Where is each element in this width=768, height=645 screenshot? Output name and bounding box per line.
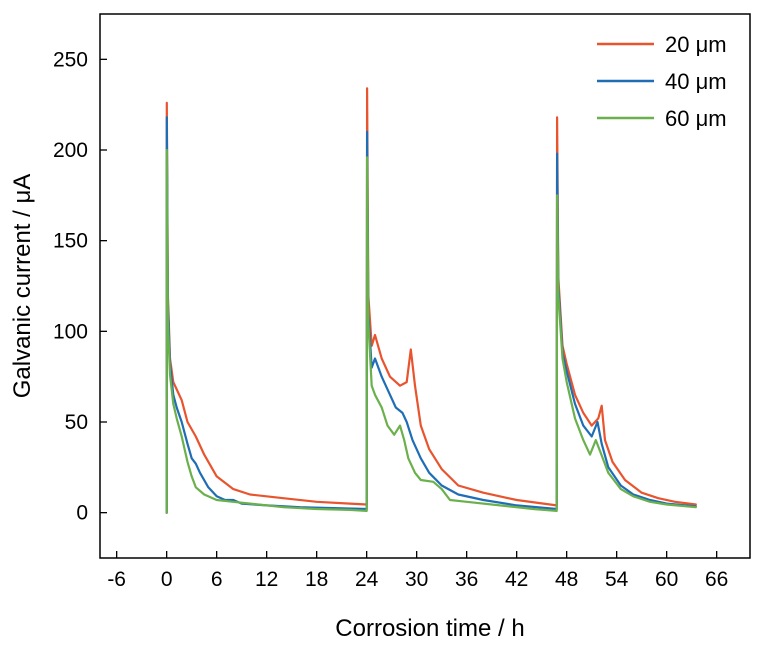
x-tick-label: -6 [107, 568, 126, 591]
x-tick-label: 18 [305, 568, 328, 591]
x-tick-label: 30 [405, 568, 428, 591]
x-tick-label: 66 [705, 568, 728, 591]
x-tick-label: 42 [505, 568, 528, 591]
y-tick-label: 150 [53, 230, 88, 253]
x-tick-label: 12 [255, 568, 278, 591]
y-tick-label: 0 [76, 502, 88, 525]
legend-label-3: 60 μm [665, 106, 727, 131]
y-tick-label: 100 [53, 320, 88, 343]
axis-ticks: -6 0 6 12 18 24 30 36 42 48 54 60 66 0 50 100 150 200 250 [53, 48, 728, 591]
legend-label-1: 20 μm [665, 32, 727, 57]
legend: 20 μm 40 μm 60 μm [597, 32, 727, 131]
series-line-1 [165, 87, 697, 514]
x-axis-title: Corrosion time / h [335, 615, 524, 642]
y-tick-label: 250 [53, 48, 88, 71]
y-tick-label: 200 [53, 139, 88, 162]
x-tick-label: 6 [211, 568, 223, 591]
x-tick-label: 24 [355, 568, 379, 591]
series-lines [165, 87, 697, 514]
x-tick-label: 60 [655, 568, 678, 591]
legend-label-2: 40 μm [665, 69, 727, 94]
x-tick-label: 54 [605, 568, 629, 591]
plot-frame [99, 13, 751, 559]
series-line-3 [165, 148, 697, 514]
series-line-2 [165, 116, 697, 514]
x-tick-label: 0 [161, 568, 173, 591]
x-tick-label: 36 [455, 568, 478, 591]
x-tick-label: 48 [555, 568, 578, 591]
y-axis-title: Galvanic current / μA [9, 174, 36, 399]
y-tick-label: 50 [65, 411, 88, 434]
